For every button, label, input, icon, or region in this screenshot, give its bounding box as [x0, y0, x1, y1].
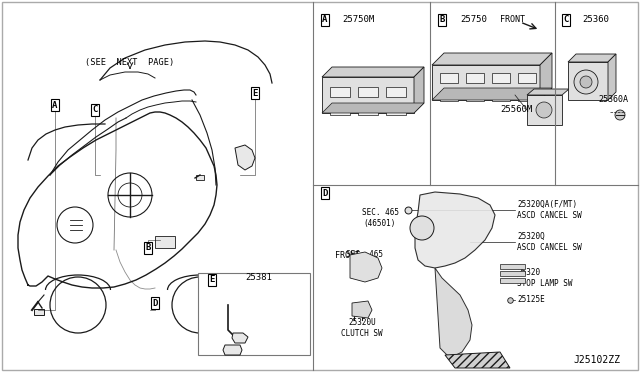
Polygon shape [432, 88, 552, 100]
Text: FRONT: FRONT [500, 16, 525, 25]
Text: 25750: 25750 [460, 16, 487, 25]
Circle shape [574, 70, 598, 94]
Bar [196, 175, 204, 180]
Text: E: E [209, 276, 214, 285]
Circle shape [615, 110, 625, 120]
Text: 25320
STOP LAMP SW: 25320 STOP LAMP SW [517, 268, 573, 288]
Text: B: B [439, 16, 445, 25]
Bar [500, 278, 525, 283]
Text: 25381: 25381 [245, 273, 272, 282]
Text: C: C [92, 106, 98, 115]
Polygon shape [568, 54, 616, 62]
Polygon shape [608, 54, 616, 100]
Text: B: B [145, 244, 150, 253]
Text: C: C [563, 16, 569, 25]
Polygon shape [322, 77, 414, 113]
Text: 25320QA(F/MT)
ASCD CANCEL SW: 25320QA(F/MT) ASCD CANCEL SW [517, 200, 582, 220]
Text: 25360A: 25360A [598, 96, 628, 105]
Polygon shape [432, 65, 540, 100]
Text: FRONT: FRONT [335, 250, 360, 260]
Bar [386, 87, 406, 97]
Polygon shape [568, 62, 608, 100]
Polygon shape [322, 103, 424, 113]
Bar [492, 73, 510, 83]
Bar [34, 309, 44, 315]
Text: A: A [52, 100, 58, 109]
Polygon shape [540, 53, 552, 100]
Bar [500, 271, 525, 276]
Circle shape [410, 216, 434, 240]
Bar [466, 91, 484, 101]
Bar [358, 105, 378, 115]
Bar [330, 87, 350, 97]
Polygon shape [350, 252, 382, 282]
Text: D: D [152, 298, 157, 308]
Text: 25320U
CLUTCH SW: 25320U CLUTCH SW [341, 318, 383, 338]
Bar [492, 91, 510, 101]
Text: 25320Q
ASCD CANCEL SW: 25320Q ASCD CANCEL SW [517, 232, 582, 252]
Polygon shape [435, 268, 472, 358]
Polygon shape [232, 333, 248, 343]
Circle shape [536, 102, 552, 118]
Bar [440, 73, 458, 83]
Polygon shape [352, 301, 372, 318]
Text: 25360: 25360 [582, 16, 609, 25]
Bar [466, 73, 484, 83]
Polygon shape [527, 89, 569, 95]
Polygon shape [223, 345, 242, 355]
Bar [518, 91, 536, 101]
Bar [358, 87, 378, 97]
Text: (SEE  NEXT  PAGE): (SEE NEXT PAGE) [85, 58, 175, 67]
Bar [527, 95, 562, 125]
Polygon shape [235, 145, 255, 170]
Bar [518, 73, 536, 83]
Bar [198, 273, 310, 355]
Text: 25560M: 25560M [500, 106, 532, 115]
Text: E: E [252, 89, 258, 97]
Text: SEC. 465
(46501): SEC. 465 (46501) [362, 208, 399, 228]
Bar [500, 264, 525, 269]
Polygon shape [415, 192, 495, 268]
Bar [440, 91, 458, 101]
Polygon shape [432, 53, 552, 65]
Polygon shape [322, 67, 424, 77]
Text: D: D [323, 189, 328, 198]
Text: A: A [323, 16, 328, 25]
Bar [330, 105, 350, 115]
Text: SEC. 465
(46503): SEC. 465 (46503) [346, 250, 383, 270]
Text: 25750M: 25750M [342, 16, 374, 25]
Text: J25102ZZ: J25102ZZ [573, 355, 620, 365]
Bar [155, 236, 175, 248]
Polygon shape [414, 67, 424, 113]
Bar [386, 105, 406, 115]
Circle shape [580, 76, 592, 88]
Text: 25125E: 25125E [517, 295, 545, 305]
Polygon shape [445, 352, 510, 368]
